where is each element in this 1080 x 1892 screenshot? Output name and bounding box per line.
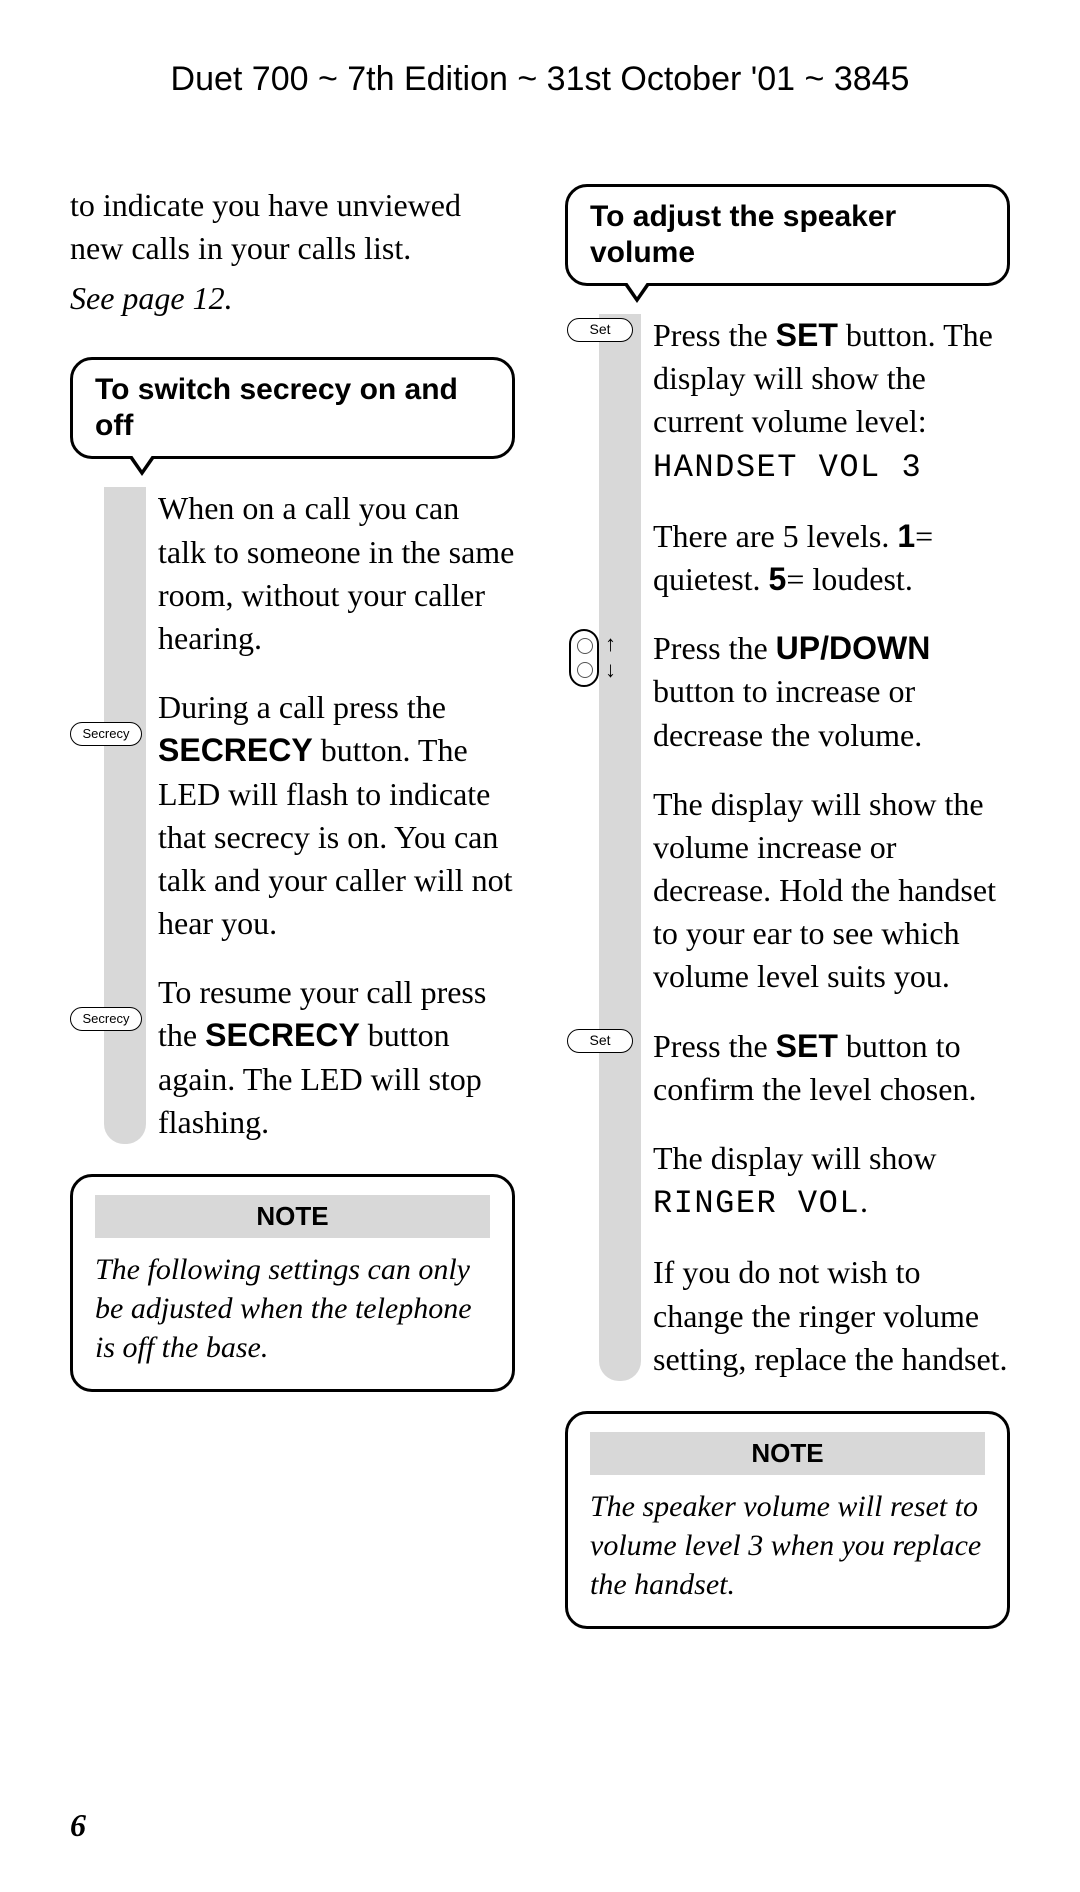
secrecy-step-2: Secrecy During a call press the SECRECY …	[158, 686, 515, 945]
s3-bold: UP/DOWN	[776, 630, 931, 666]
gray-step-bar-right	[599, 314, 641, 1381]
intro-text: to indicate you have unviewed new calls …	[70, 184, 515, 270]
set-button-icon: Set	[567, 318, 633, 342]
speaker-step-7: If you do not wish to change the ringer …	[653, 1251, 1010, 1381]
secrecy-step-3: Secrecy To resume your call press the SE…	[158, 971, 515, 1144]
s6-post: .	[860, 1183, 868, 1219]
step3-bold: SECRECY	[205, 1017, 360, 1053]
s1-lcd: HANDSET VOL 3	[653, 449, 922, 486]
step2-pre: During a call press the	[158, 689, 446, 725]
s5-pre: Press the	[653, 1028, 776, 1064]
page-header: Duet 700 ~ 7th Edition ~ 31st October '0…	[70, 60, 1010, 99]
updown-arrows-icon: ↑↓	[605, 631, 616, 683]
note-text-right: The speaker volume will reset to volume …	[590, 1487, 985, 1604]
speaker-step-3: ↑↓ Press the UP/DOWN button to increase …	[653, 627, 1010, 757]
s1-bold: SET	[776, 317, 838, 353]
speaker-callout-title: To adjust the speaker volume	[565, 184, 1010, 286]
set-button-icon-2: Set	[567, 1029, 633, 1053]
see-page-ref: See page 12.	[70, 280, 515, 317]
speaker-step-6: The display will show RINGER VOL.	[653, 1137, 1010, 1225]
speaker-steps: Set Press the SET button. The display wi…	[565, 314, 1010, 1381]
s6-lcd: RINGER VOL	[653, 1185, 860, 1222]
s6-pre: The display will show	[653, 1140, 937, 1176]
right-note-box: NOTE The speaker volume will reset to vo…	[565, 1411, 1010, 1629]
s2-b5: 5	[769, 561, 787, 597]
speaker-step-1: Set Press the SET button. The display wi…	[653, 314, 1010, 489]
speaker-step-2: There are 5 levels. 1= quietest. 5= loud…	[653, 515, 1010, 601]
s1-pre: Press the	[653, 317, 776, 353]
speaker-step-5: Set Press the SET button to confirm the …	[653, 1025, 1010, 1111]
left-column: to indicate you have unviewed new calls …	[70, 184, 515, 1629]
secrecy-button-icon: Secrecy	[70, 722, 142, 746]
s5-bold: SET	[776, 1028, 838, 1064]
s2-b1: 1	[897, 518, 915, 554]
right-column: To adjust the speaker volume Set Press t…	[565, 184, 1010, 1629]
left-note-box: NOTE The following settings can only be …	[70, 1174, 515, 1392]
updown-button-icon: ↑↓	[569, 629, 633, 691]
gray-step-bar	[104, 487, 146, 1144]
secrecy-callout-title: To switch secrecy on and off	[70, 357, 515, 459]
s2-post: = loudest.	[786, 561, 912, 597]
secrecy-steps: When on a call you can talk to someone i…	[70, 487, 515, 1144]
speaker-step-4: The display will show the volume increas…	[653, 783, 1010, 999]
content-columns: to indicate you have unviewed new calls …	[70, 184, 1010, 1629]
s3-post: button to increase or decrease the volum…	[653, 673, 922, 752]
note-title: NOTE	[95, 1195, 490, 1238]
s2-pre: There are 5 levels.	[653, 518, 897, 554]
note-title-right: NOTE	[590, 1432, 985, 1475]
s3-pre: Press the	[653, 630, 776, 666]
page-number: 6	[70, 1807, 86, 1844]
step2-bold: SECRECY	[158, 732, 313, 768]
note-text: The following settings can only be adjus…	[95, 1250, 490, 1367]
secrecy-button-icon-2: Secrecy	[70, 1007, 142, 1031]
secrecy-step-1: When on a call you can talk to someone i…	[158, 487, 515, 660]
updown-pill-icon	[569, 629, 599, 687]
